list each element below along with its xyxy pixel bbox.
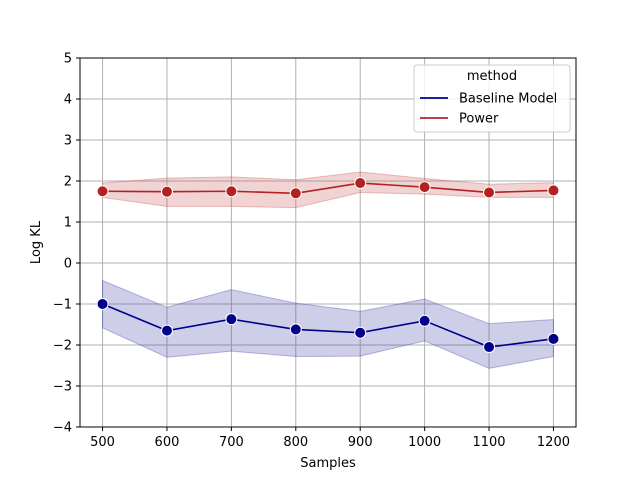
y-tick-label: −1 — [53, 298, 72, 313]
series-line-1 — [102, 182, 554, 195]
data-point — [160, 185, 173, 198]
y-tick-label: −3 — [53, 380, 72, 395]
data-point — [418, 314, 431, 327]
data-point — [483, 186, 496, 199]
data-point — [225, 313, 238, 326]
data-point — [225, 185, 238, 198]
y-tick-label: −2 — [53, 339, 72, 354]
x-tick-label: 1200 — [537, 435, 570, 450]
legend-title: method — [467, 69, 517, 84]
y-tick-label: 2 — [64, 175, 72, 190]
data-point — [96, 185, 109, 198]
confidence-bands — [102, 171, 554, 369]
data-point — [289, 187, 302, 200]
x-tick-label: 500 — [90, 435, 115, 450]
data-point — [289, 323, 302, 336]
y-tick-label: 5 — [64, 52, 72, 67]
legend-box — [413, 64, 571, 133]
data-point — [547, 184, 560, 197]
data-point — [160, 324, 173, 337]
legend: method Baseline Model Power — [413, 64, 571, 133]
axis-ticks: 500 600 700 800 900 1000 1100 1200 −4 −3 −2 −1 0 1 2 3 4… — [53, 52, 570, 451]
data-point — [96, 298, 109, 310]
series-lines — [102, 182, 554, 348]
x-tick-label: 800 — [283, 435, 308, 450]
x-tick-label: 900 — [348, 435, 373, 450]
y-tick-label: 1 — [64, 216, 72, 231]
x-tick-label: 600 — [155, 435, 180, 450]
legend-label-power: Power — [459, 112, 499, 127]
y-axis-label: Log KL — [29, 220, 44, 264]
y-tick-label: 3 — [64, 134, 72, 149]
x-tick-label: 1000 — [408, 435, 441, 450]
confidence-band-0 — [102, 279, 554, 369]
data-point — [354, 326, 367, 339]
series-line-0 — [102, 303, 554, 348]
y-tick-label: 0 — [64, 257, 72, 272]
plot-frame — [79, 57, 577, 428]
x-axis-label: Samples — [300, 456, 356, 471]
y-tick-label: −4 — [53, 421, 72, 436]
x-tick-label: 700 — [219, 435, 244, 450]
data-point — [483, 341, 496, 354]
confidence-band-1 — [102, 171, 554, 209]
x-tick-label: 1100 — [472, 435, 505, 450]
y-tick-label: 4 — [64, 93, 72, 108]
data-point — [418, 181, 431, 194]
series-markers — [96, 177, 560, 354]
data-point — [547, 332, 560, 345]
data-point — [354, 177, 367, 190]
legend-label-baseline: Baseline Model — [459, 92, 557, 107]
